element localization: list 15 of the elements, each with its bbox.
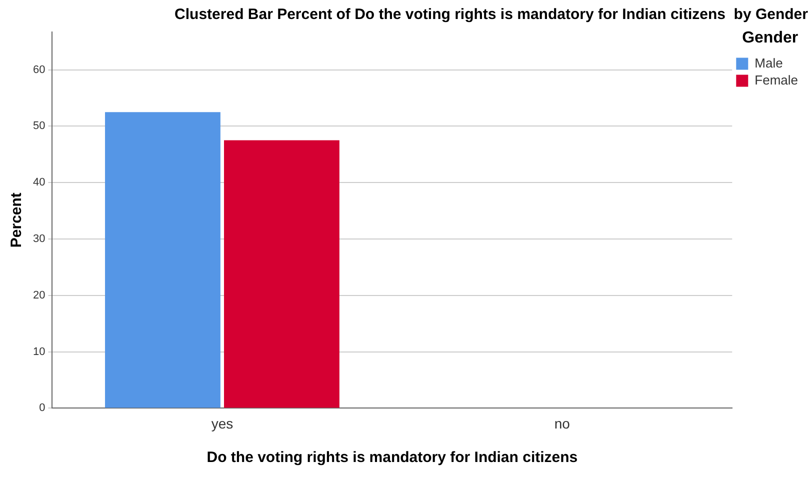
- x-axis-title: Do the voting rights is mandatory for Indian citizens: [206, 449, 578, 466]
- chart-title: Clustered Bar Percent of Do the voting rights is mandatory for Indian citizens by Gender: [174, 6, 808, 24]
- y-axis-title: Percent: [8, 192, 26, 248]
- y-tick-label: 20: [32, 289, 46, 302]
- y-tick-label: 60: [32, 64, 46, 76]
- x-tick-label: yes: [211, 415, 234, 432]
- y-tick-label: 10: [32, 346, 46, 358]
- legend-title: Gender: [742, 29, 798, 46]
- y-tick-label: 50: [32, 120, 46, 132]
- x-tick-label: no: [554, 415, 570, 432]
- y-tick-label: 40: [32, 176, 46, 189]
- legend-label: Female: [754, 72, 798, 88]
- legend-label: Male: [754, 55, 783, 70]
- y-tick-label: 0: [39, 402, 46, 414]
- y-tick-label: 30: [32, 233, 46, 246]
